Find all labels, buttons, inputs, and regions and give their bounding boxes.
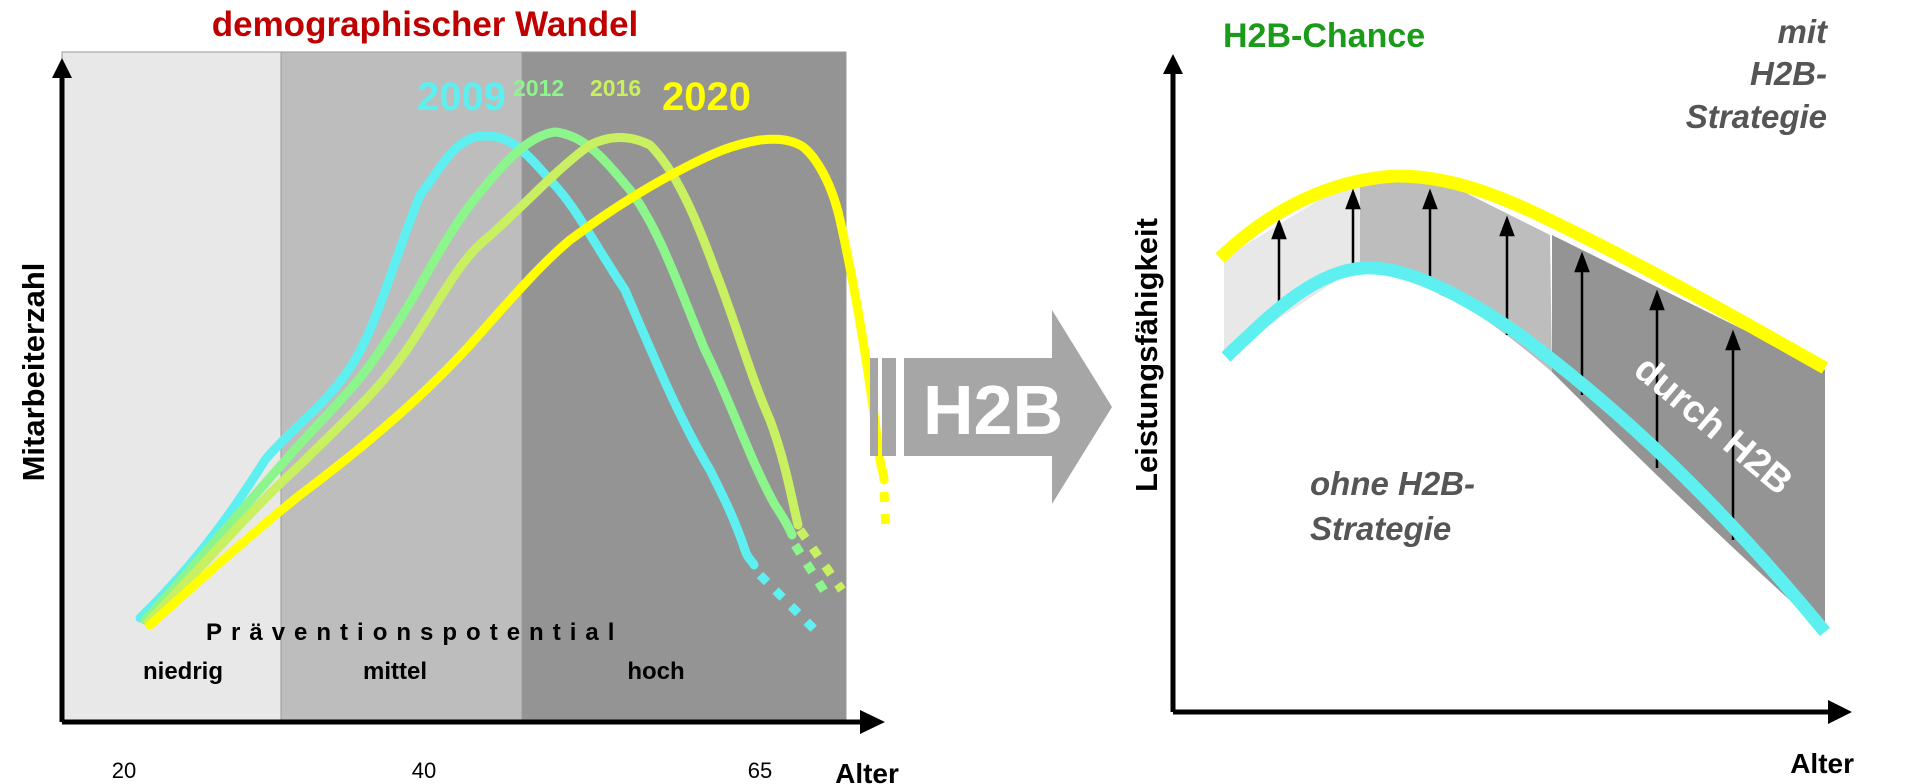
gain-arrows: [1271, 188, 1741, 540]
left-panel: demographischer Wandel Mitarbeiterzahl A…: [16, 5, 899, 784]
without-label-line1: ohne H2B-: [1310, 465, 1475, 502]
left-xlabel: Alter: [835, 758, 899, 784]
with-label-line1: mit: [1778, 13, 1830, 50]
arrow-stripe-2: [882, 358, 896, 456]
zone-label-mittel: mittel: [363, 658, 427, 685]
right-ylabel: Leistungsfähigkeit: [1129, 218, 1164, 492]
year-label-2020: 2020: [662, 75, 751, 119]
curve-with-h2b: [1215, 169, 1829, 374]
left-ylabel: Mitarbeiterzahl: [16, 263, 51, 482]
curve-2012: [140, 127, 797, 625]
curve-2016: [143, 133, 803, 627]
zone-label-hoch: hoch: [627, 658, 684, 685]
left-x-arrowhead: [860, 710, 885, 734]
right-y-arrowhead: [1163, 54, 1183, 74]
tick-label-40: 40: [412, 758, 436, 783]
curve-2020-tail-dotted: [845, 535, 860, 570]
with-label-line2: H2B-: [1750, 55, 1827, 92]
zone-mid-bg: [280, 51, 523, 723]
zone-label-niedrig: niedrig: [143, 658, 223, 685]
gap-zone-low: [1224, 175, 1360, 355]
year-label-2016: 2016: [590, 75, 641, 101]
right-x-arrowhead: [1828, 700, 1852, 724]
curve-2009: [135, 131, 759, 623]
gap-zone-high: [1552, 235, 1825, 632]
without-label-line2: Strategie: [1310, 510, 1451, 547]
arrow-label: H2B: [923, 371, 1063, 449]
left-y-arrowhead: [52, 58, 72, 78]
tick-label-65: 65: [748, 758, 772, 783]
h2b-arrow: H2B: [870, 310, 1112, 504]
right-panel: H2B-Chance Leistungsfähigkeit Alter mit …: [1129, 13, 1854, 779]
left-title: demographischer Wandel: [212, 5, 639, 44]
right-title: H2B-Chance: [1223, 17, 1425, 55]
tick-label-20: 20: [112, 758, 136, 783]
curve-2020-dotted: [879, 491, 891, 531]
curve-2020: [145, 134, 889, 630]
arrow-body: [904, 310, 1112, 504]
year-label-2009: 2009: [417, 75, 506, 119]
zone-caption: Präventionspotential: [206, 619, 623, 646]
right-xlabel: Alter: [1790, 748, 1854, 779]
year-label-2012: 2012: [513, 75, 564, 101]
curve-without-h2b: [1221, 261, 1831, 637]
with-label-line3: Strategie: [1686, 98, 1827, 135]
arrow-stripe-1: [870, 358, 878, 456]
